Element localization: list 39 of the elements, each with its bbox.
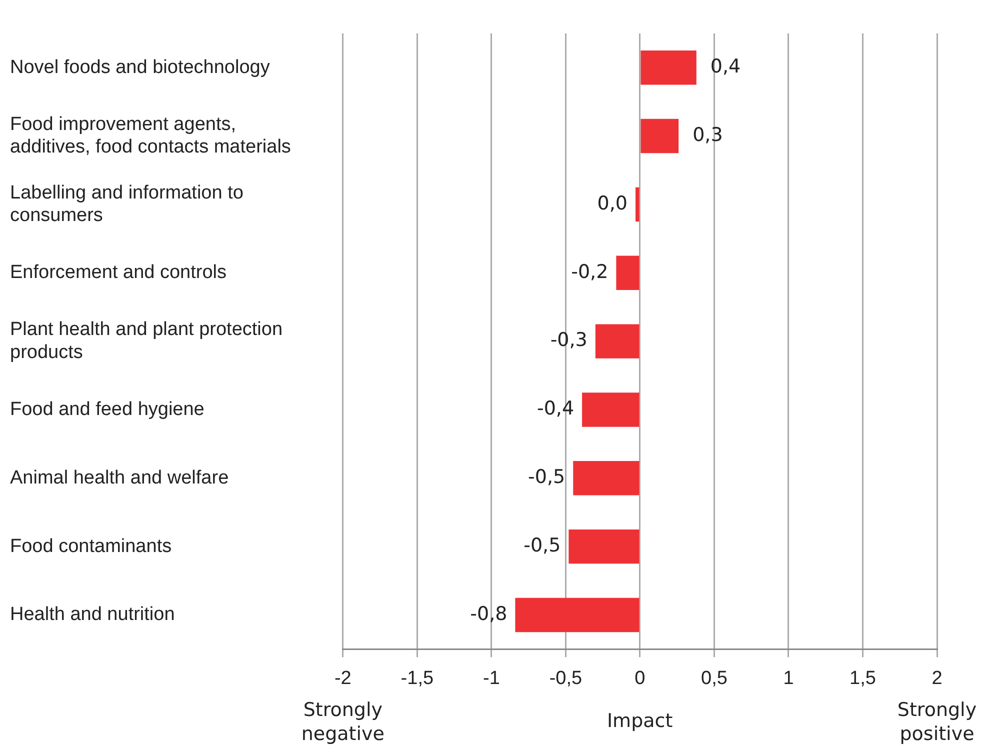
bar — [636, 187, 640, 222]
bar — [640, 118, 679, 154]
x-tick-label: -1 — [482, 668, 500, 689]
bar — [616, 256, 640, 290]
data-label: 0,3 — [692, 124, 723, 146]
x-axis-title: Impact — [606, 710, 673, 732]
y-tick-label: Novel foods and biotechnology — [10, 56, 270, 78]
y-tick-label: Health and nutrition — [10, 604, 175, 626]
bar — [640, 50, 696, 85]
bar — [582, 392, 640, 427]
x-tick-label: 2 — [932, 668, 942, 689]
data-label: -0,8 — [470, 602, 508, 625]
x-tick-label: -1,5 — [400, 668, 434, 689]
data-label: -0,5 — [528, 466, 566, 488]
x-tick-label: 0 — [634, 668, 646, 689]
bar — [515, 598, 640, 632]
y-tick-label: Food contaminants — [10, 536, 172, 557]
data-label: 0,4 — [710, 56, 741, 78]
data-label: -0,5 — [524, 534, 561, 557]
text: Strongly negative — [300, 698, 386, 746]
data-label: 0,0 — [597, 192, 628, 214]
text: Strongly positive — [896, 698, 978, 746]
y-tick-label: Enforcement and controls — [10, 262, 227, 284]
y-tick-label: Food and feed hygiene — [10, 398, 204, 420]
x-tick-label: 1 — [783, 668, 794, 689]
y-tick-label: Plant health and plant protection products — [10, 319, 283, 363]
data-label: -0,3 — [550, 329, 588, 352]
y-tick-label: Labelling and information to consumers — [10, 182, 244, 226]
bar — [568, 529, 640, 564]
y-tick-label: Animal health and welfare — [10, 467, 229, 488]
data-label: -0,2 — [571, 260, 608, 283]
x-tick-label: 1,5 — [850, 668, 876, 689]
bar — [573, 461, 640, 496]
bar — [595, 324, 640, 358]
x-tick-label: -0,5 — [549, 668, 582, 689]
x-tick-label: 0,5 — [701, 668, 728, 689]
x-tick-label: -2 — [334, 668, 352, 689]
data-label: -0,4 — [536, 398, 574, 420]
y-tick-label: Food improvement agents, additives, food contacts materials — [10, 114, 291, 158]
